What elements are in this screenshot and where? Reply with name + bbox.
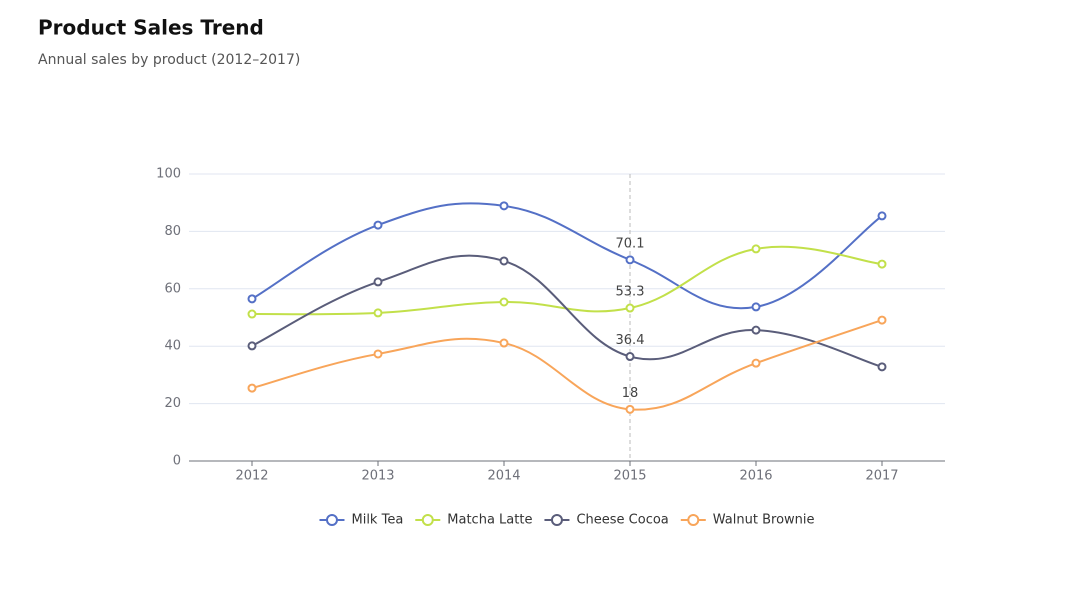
legend-label: Matcha Latte [447, 513, 532, 528]
data-point [247, 294, 257, 304]
data-point [751, 325, 761, 335]
data-point [499, 338, 509, 348]
data-point [499, 297, 509, 307]
data-point [373, 277, 383, 287]
data-point [373, 349, 383, 359]
x-tick-label: 2013 [361, 469, 394, 484]
x-tick-label: 2016 [739, 469, 772, 484]
legend-label: Milk Tea [351, 513, 403, 528]
data-point [373, 220, 383, 230]
y-tick-label: 0 [173, 454, 181, 469]
data-point [751, 302, 761, 312]
legend: Milk Tea Matcha Latte Cheese Cocoa Walnut B… [319, 513, 815, 528]
data-point [499, 201, 509, 211]
legend-label: Walnut Brownie [713, 513, 815, 528]
legend-icon-dot [325, 514, 338, 526]
legend-icon-dot [421, 514, 434, 526]
y-tick-label: 60 [164, 281, 181, 296]
data-point [625, 352, 635, 362]
x-tick-label: 2015 [613, 469, 646, 484]
series-line [251, 245, 883, 316]
data-point [247, 309, 257, 319]
data-point [373, 308, 383, 318]
data-label: 53.3 [616, 285, 645, 300]
data-point [625, 404, 635, 414]
data-point [877, 315, 887, 325]
data-point [625, 255, 635, 265]
data-point [247, 341, 257, 351]
legend-icon-dot [687, 514, 700, 526]
data-point [751, 244, 761, 254]
series-line [251, 202, 883, 310]
data-label: 18 [622, 386, 639, 401]
y-tick-label: 20 [164, 396, 181, 411]
y-tick-label: 80 [164, 224, 181, 239]
data-point [877, 211, 887, 221]
data-point [625, 303, 635, 313]
data-label: 36.4 [616, 333, 645, 348]
series-line [251, 254, 883, 368]
x-tick-label: 2012 [235, 469, 268, 484]
data-point [877, 362, 887, 372]
data-point [247, 383, 257, 393]
data-label: 70.1 [616, 236, 645, 251]
x-tick-label: 2017 [865, 469, 898, 484]
y-tick-label: 40 [164, 339, 181, 354]
series-line [251, 319, 883, 411]
chart-subtitle: Annual sales by product (2012–2017) [38, 52, 300, 68]
data-point [877, 259, 887, 269]
legend-label: Cheese Cocoa [576, 513, 668, 528]
data-point [499, 256, 509, 266]
data-point [751, 358, 761, 368]
x-tick-label: 2014 [487, 469, 520, 484]
legend-icon-dot [550, 514, 563, 526]
y-tick-label: 100 [156, 167, 181, 182]
chart-title: Product Sales Trend [38, 16, 264, 40]
